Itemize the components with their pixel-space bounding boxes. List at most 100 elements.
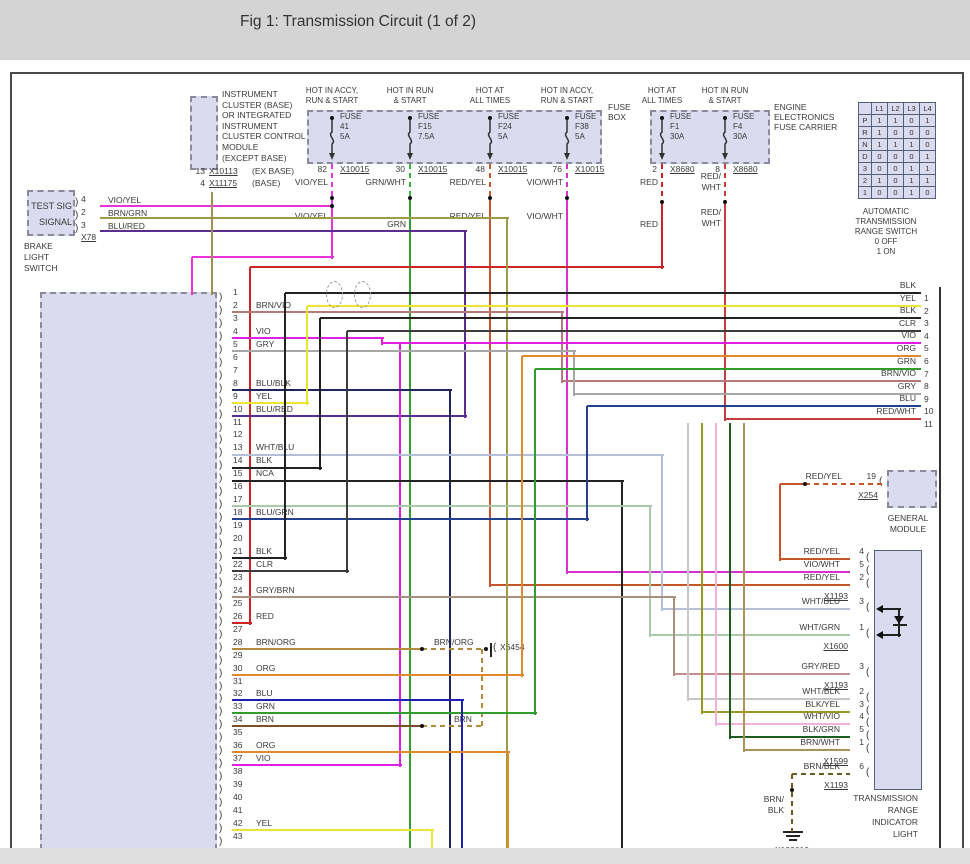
wire-label: VIO/YEL [294,177,328,187]
pin-number: 40 [233,792,243,802]
wire-label: BLK [256,455,273,465]
wire-segment [307,305,921,307]
range-switch-caption: 1 ON [876,247,896,256]
wire-segment [939,287,941,850]
wire-label: BLU/RED [108,221,145,231]
wire-segment [461,700,463,850]
pin-number: 29 [233,650,243,660]
general-module-label: GENERAL [887,513,929,523]
wire-segment [724,202,726,421]
pin-number: 30 [395,164,405,174]
wire-segment [490,584,850,586]
pin-mark: ) [219,693,223,704]
wire-segment [422,725,484,727]
wire-segment [791,774,793,832]
fuse-rating: 7.5A [418,132,435,141]
wire-segment [561,312,563,383]
wire-segment [792,773,850,775]
junction-dot [723,116,727,120]
pin-number: 3 [233,313,238,323]
connector-id: X100010 [762,845,822,850]
pin-number: 3 [859,596,864,606]
pin-number: 18 [233,507,243,517]
wire-segment [249,267,251,625]
pin-number: 33 [233,701,243,711]
wire-segment [346,331,348,573]
pin-number: 41 [233,805,243,815]
fuse-rating: 30A [670,132,685,141]
instrument-cluster-label: CLUSTER CONTROL [222,131,306,142]
fuse-symbol [659,120,665,160]
pin-mark: ( [866,565,870,576]
fuse-symbol [407,120,413,160]
wire-segment [567,571,850,573]
pin-number: 5 [924,343,929,353]
inline-connector-symbol [354,281,371,308]
instrument-cluster-label: CLUSTER (BASE) [222,99,293,110]
wire-segment [449,390,451,850]
power-source-label: HOT IN ACCY, [305,86,359,95]
pin-number: 6 [859,761,864,771]
range-indicator-light-box [874,550,922,790]
wire-segment [779,484,781,561]
pin-number: 13 [195,166,205,176]
wire-segment [232,829,434,831]
brake-switch-label: BRAKE [24,241,53,251]
range-indicator-label: RANGE [887,805,918,815]
fuse-label: FUSE [575,112,597,121]
fuse-symbol [564,120,570,160]
range-indicator-label: INDICATOR [872,817,918,827]
pin-mark: ) [219,836,223,847]
pin-mark: ) [219,681,223,692]
pin-mark: ) [219,706,223,717]
pin-number: 22 [233,559,243,569]
wire-label: WHT/GRN [799,622,840,632]
wire-label: RED/YEL [449,211,486,221]
wire-label: BRN/ORG [256,637,296,647]
connector-id: X6454 [500,642,525,652]
wire-segment [687,423,689,701]
wire-segment [381,338,383,345]
wire-label: RED/ [700,171,721,181]
pin-number: 27 [233,624,243,634]
wire-segment [574,393,921,395]
pin-number: 2 [859,686,864,696]
pin-number: 39 [233,779,243,789]
general-module-label: MODULE [889,524,927,534]
wire-label: RED [640,177,658,187]
junction-dot [660,200,664,204]
pin-number: 48 [475,164,485,174]
pin-number: 9 [233,391,238,401]
pin-mark: ) [219,590,223,601]
wire-segment [306,306,308,405]
pin-number: 7 [924,369,929,379]
pin-mark: ) [219,396,223,407]
wire-segment [232,699,464,701]
wire-segment [661,164,663,204]
fuse-id: F4 [733,122,743,131]
wire-segment [893,624,907,626]
wire-label: VIO [901,330,916,340]
wire-segment [285,292,921,294]
wire-label: ORG [256,740,276,750]
wire-label: BLU [899,393,916,403]
connector-id: X78 [81,232,97,242]
fuse-id: F1 [670,122,680,131]
wire-segment [715,423,717,726]
pin-number: 34 [233,714,243,724]
pin-number: 2 [81,207,86,217]
pin-mark: ( [866,578,870,589]
pin-number: 82 [317,164,327,174]
wire-segment [331,164,333,200]
connector-id: X11175 [209,178,238,188]
wire-segment [320,317,921,319]
brake-switch-label: LIGHT [24,252,50,262]
wire-label: VIO [256,326,271,336]
pin-number: 12 [233,429,243,439]
pin-mark: ) [219,784,223,795]
power-source-label: HOT IN RUN [386,86,434,95]
instrument-cluster-label: (EXCEPT BASE) [222,152,287,163]
pin-number: 31 [233,676,243,686]
range-switch-caption: AUTOMATIC [862,207,910,216]
pin-mark: ) [219,603,223,614]
